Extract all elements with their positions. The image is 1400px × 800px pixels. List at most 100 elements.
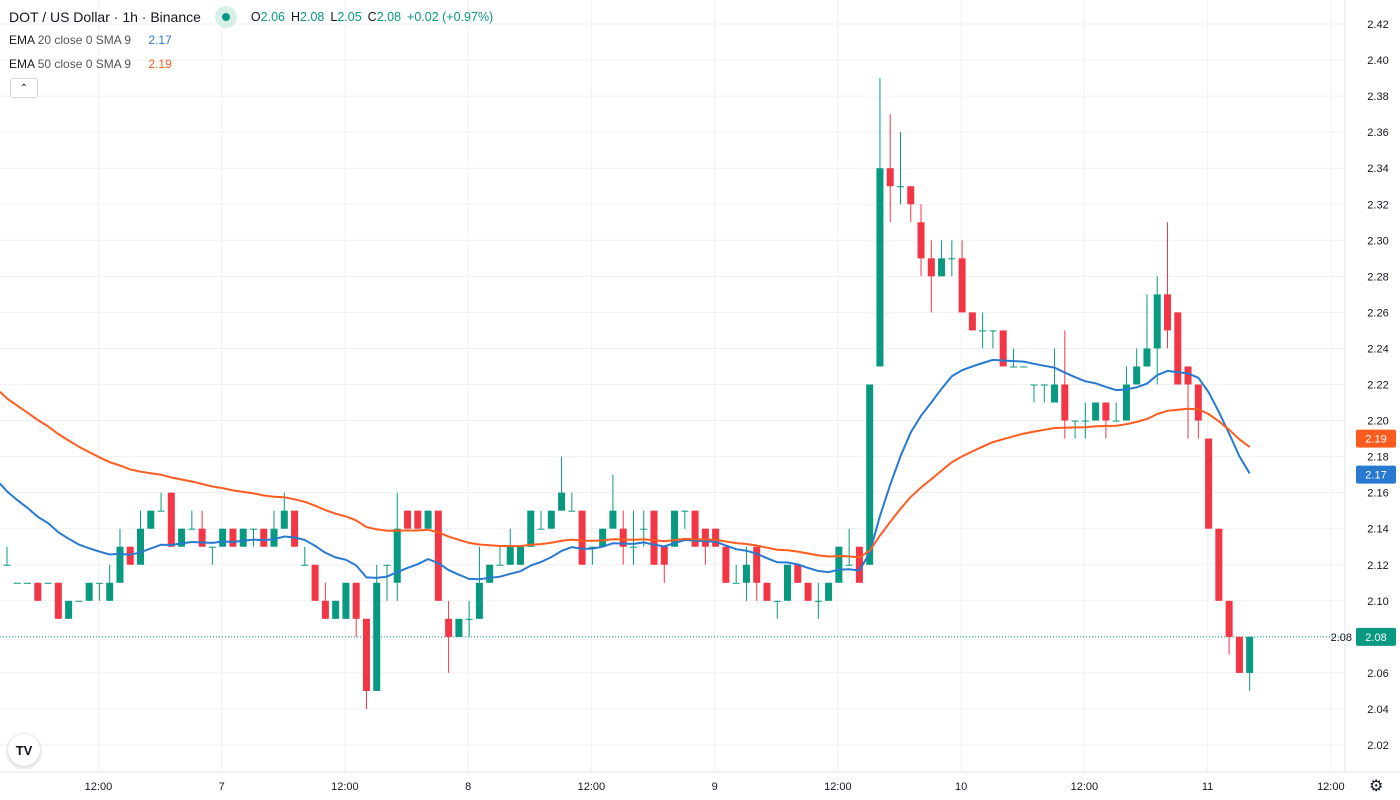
collapse-legend-button[interactable]: ⌃	[10, 78, 38, 98]
candle-body	[712, 528, 720, 547]
price-tick-label: 2.08	[1331, 632, 1352, 644]
candle-body	[886, 168, 894, 187]
price-badges: 2.19 2.17 2.08	[1356, 429, 1396, 646]
candle-body	[414, 510, 422, 529]
open-label: O	[250, 10, 261, 24]
candle	[1081, 402, 1089, 439]
candle-body	[229, 528, 237, 547]
candle	[1061, 330, 1069, 439]
legend-ema20[interactable]: EMA 20 close 0 SMA 9 2.17	[9, 33, 172, 47]
candle-body	[701, 528, 709, 547]
candle-body	[794, 564, 802, 583]
candle-body	[1112, 420, 1120, 422]
candle	[681, 510, 689, 529]
candle-body	[1153, 294, 1161, 349]
candle-body	[1071, 420, 1079, 422]
candle-body	[239, 528, 247, 547]
candle	[1030, 384, 1038, 403]
grid	[0, 0, 1345, 772]
price-tick-label: 2.12	[1367, 560, 1388, 572]
candle	[362, 618, 370, 709]
candle	[13, 582, 21, 584]
candle-body	[907, 186, 915, 205]
candle-body	[629, 546, 637, 548]
candle-body	[835, 546, 843, 583]
candle	[167, 492, 175, 547]
low-label: L	[330, 10, 338, 24]
price-tick-label: 2.34	[1367, 163, 1388, 175]
tradingview-logo[interactable]: TV	[8, 734, 40, 766]
gear-icon[interactable]: ⚙	[1369, 778, 1384, 795]
logo-text: TV	[15, 742, 33, 758]
candle	[660, 546, 668, 583]
candle	[732, 564, 740, 584]
price-axis[interactable]: 2.02 2.04 2.06 2.08 2.10 2.12 2.14 2.16 2.18 2.20…	[1331, 19, 1389, 752]
time-tick-label: 12:00	[1317, 781, 1345, 793]
candle	[434, 510, 442, 601]
candle-body	[352, 582, 360, 619]
time-axis[interactable]: 12:00 7 12:00 8 12:00 9 12:00 10 12:00 11 12:00	[85, 781, 1345, 793]
price-badge-bg	[1356, 465, 1396, 484]
candle	[373, 564, 381, 691]
candle-body	[917, 222, 925, 259]
candle-body	[681, 510, 689, 512]
candle-body	[927, 258, 935, 277]
candle	[804, 582, 812, 601]
candle	[547, 510, 555, 529]
candle	[1133, 348, 1141, 385]
candle-body	[506, 546, 514, 565]
candle	[558, 456, 566, 511]
candle	[321, 582, 329, 619]
candle-body	[1092, 402, 1100, 421]
candle-body	[311, 564, 319, 601]
candle	[537, 510, 545, 530]
candle	[445, 600, 453, 673]
price-tick-label: 2.36	[1367, 127, 1388, 139]
candle-body	[968, 312, 976, 331]
candle-body	[671, 510, 679, 547]
candle	[44, 582, 52, 584]
candle-body	[958, 258, 966, 313]
candle-body	[219, 528, 227, 547]
time-tick-label: 8	[465, 781, 471, 793]
candle	[938, 240, 946, 277]
candle	[835, 546, 843, 583]
close-label: C	[367, 10, 377, 24]
candle-body	[44, 582, 52, 584]
price-tick-label: 2.24	[1367, 343, 1388, 355]
time-tick-label: 7	[219, 781, 225, 793]
candle	[968, 312, 976, 331]
candle-body	[896, 186, 904, 188]
candle-body	[455, 618, 463, 637]
candle-body	[147, 510, 155, 529]
candle	[1184, 366, 1192, 439]
price-tick-label: 2.20	[1367, 416, 1388, 428]
candle-body	[650, 510, 658, 565]
candle-body	[1246, 636, 1254, 673]
price-badge: 2.17	[1356, 465, 1396, 484]
candle-body	[1133, 366, 1141, 385]
candle	[486, 564, 494, 583]
candle	[825, 582, 833, 601]
candle-body	[208, 546, 216, 548]
price-badge-bg	[1356, 627, 1396, 646]
candle-body	[938, 258, 946, 277]
candle	[249, 528, 257, 547]
candle	[794, 564, 802, 583]
ohlc-readout: O2.06 H2.08 L2.05 C2.08 +0.02 (+0.97%)	[251, 10, 493, 24]
candle-body	[1164, 294, 1172, 331]
candle-body	[424, 510, 432, 529]
candle	[424, 510, 432, 529]
candle	[239, 528, 247, 547]
candle	[219, 528, 227, 547]
candle-body	[814, 600, 822, 602]
candle-body	[599, 528, 607, 547]
candle-body	[732, 582, 740, 584]
price-tick-label: 2.42	[1367, 19, 1388, 31]
candle-body	[1009, 366, 1017, 368]
symbol-title[interactable]: DOT / US Dollar · 1h · Binance	[9, 9, 201, 25]
price-tick-label: 2.14	[1367, 524, 1388, 536]
legend-ema50[interactable]: EMA 50 close 0 SMA 9 2.19	[9, 57, 172, 71]
candle	[773, 600, 781, 619]
